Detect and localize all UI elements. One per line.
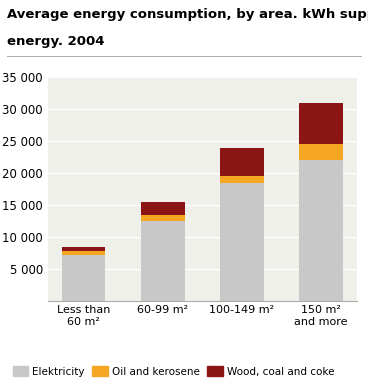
- Bar: [141, 221, 185, 301]
- Bar: [300, 103, 343, 144]
- Legend: Elektricity, Oil and kerosene, Wood, coal and coke: Elektricity, Oil and kerosene, Wood, coa…: [13, 366, 335, 377]
- Bar: [300, 144, 343, 160]
- Bar: [220, 147, 264, 176]
- Bar: [62, 247, 105, 251]
- Bar: [220, 176, 264, 183]
- Bar: [62, 251, 105, 255]
- Text: energy. 2004: energy. 2004: [7, 35, 105, 48]
- Bar: [141, 202, 185, 215]
- Text: Average energy consumption, by area. kWh supply of: Average energy consumption, by area. kWh…: [7, 8, 368, 21]
- Bar: [141, 215, 185, 221]
- Bar: [300, 160, 343, 301]
- Bar: [220, 183, 264, 301]
- Bar: [62, 255, 105, 301]
